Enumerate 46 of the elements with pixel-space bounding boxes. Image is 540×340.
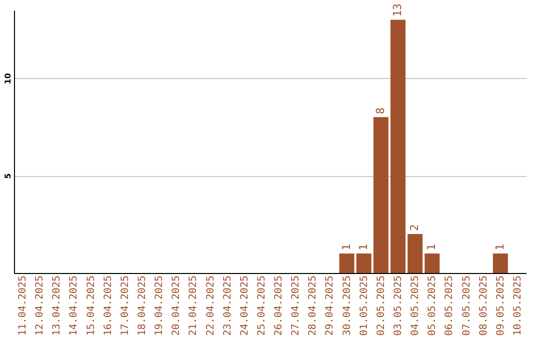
x-tick-label: 02.05.2025 xyxy=(376,276,387,336)
data-label: 1 xyxy=(493,244,506,251)
x-tick-label: 26.04.2025 xyxy=(274,276,285,336)
x-tick-label: 14.04.2025 xyxy=(68,276,80,336)
x-tick-label: 28.04.2025 xyxy=(308,276,319,336)
x-tick-label: 12.04.2025 xyxy=(34,276,46,336)
x-tick-label: 05.05.2025 xyxy=(427,276,438,336)
x-tick-label: 04.05.2025 xyxy=(410,276,422,336)
bar xyxy=(424,254,440,273)
bar xyxy=(408,234,423,273)
bar xyxy=(373,117,388,273)
x-tick-label: 16.04.2025 xyxy=(102,276,114,336)
x-tick-label: 27.04.2025 xyxy=(290,276,302,336)
x-tick-label: 07.05.2025 xyxy=(461,276,472,336)
x-tick-label: 10.05.2025 xyxy=(512,276,524,336)
x-tick-label: 21.04.2025 xyxy=(188,276,200,336)
x-tick-label: 19.04.2025 xyxy=(154,276,166,336)
x-tick-label: 18.04.2025 xyxy=(137,276,148,336)
x-tick-label: 09.05.2025 xyxy=(495,276,506,336)
x-tick-label: 24.04.2025 xyxy=(239,276,250,336)
x-tick-label: 29.04.2025 xyxy=(324,276,336,336)
bar xyxy=(339,254,354,273)
x-tick-label: 20.04.2025 xyxy=(171,276,182,336)
x-tick-label: 22.04.2025 xyxy=(205,276,216,336)
x-tick-label: 03.05.2025 xyxy=(393,276,404,336)
x-tick-label: 23.04.2025 xyxy=(222,276,234,336)
bar xyxy=(492,254,508,273)
data-label: 1 xyxy=(425,244,438,251)
data-label: 1 xyxy=(340,244,353,251)
data-label: 8 xyxy=(374,108,387,114)
bar xyxy=(390,20,406,273)
x-tick-label: 15.04.2025 xyxy=(86,276,97,336)
x-tick-label: 11.04.2025 xyxy=(18,276,29,336)
x-tick-label: 01.05.2025 xyxy=(358,276,370,336)
x-tick-label: 13.04.2025 xyxy=(52,276,63,336)
x-tick-label: 08.05.2025 xyxy=(478,276,490,336)
y-tick-label: 10 xyxy=(4,72,12,84)
bar xyxy=(356,254,372,273)
x-tick-label: 30.04.2025 xyxy=(342,276,353,336)
x-tick-label: 25.04.2025 xyxy=(256,276,268,336)
data-label: 13 xyxy=(391,3,404,17)
x-tick-label: 17.04.2025 xyxy=(120,276,131,336)
x-tick-label: 06.05.2025 xyxy=(444,276,456,336)
data-label: 1 xyxy=(356,244,370,251)
data-label: 2 xyxy=(408,224,422,232)
y-tick-label: 5 xyxy=(4,172,12,179)
